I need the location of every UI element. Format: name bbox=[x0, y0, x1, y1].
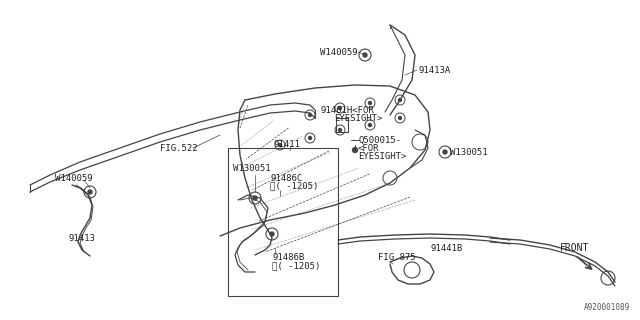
Text: 91461H<FOR: 91461H<FOR bbox=[320, 106, 374, 115]
Text: FIG.522: FIG.522 bbox=[160, 143, 198, 153]
Text: 91413A: 91413A bbox=[418, 66, 451, 75]
Bar bbox=[228, 148, 338, 296]
Text: EYESIGHT>: EYESIGHT> bbox=[358, 151, 406, 161]
Circle shape bbox=[339, 129, 342, 132]
Text: <FOR: <FOR bbox=[358, 143, 380, 153]
Text: A920001089: A920001089 bbox=[584, 303, 630, 312]
Circle shape bbox=[369, 101, 371, 105]
Circle shape bbox=[369, 124, 371, 126]
Text: 91413: 91413 bbox=[68, 234, 95, 243]
Circle shape bbox=[339, 107, 342, 109]
Circle shape bbox=[278, 143, 282, 147]
Text: EYESIGHT>: EYESIGHT> bbox=[334, 114, 382, 123]
Text: W140059: W140059 bbox=[320, 47, 358, 57]
Text: ※( -1205): ※( -1205) bbox=[272, 261, 321, 270]
Text: 91441B: 91441B bbox=[430, 244, 462, 252]
Circle shape bbox=[443, 150, 447, 154]
Circle shape bbox=[363, 53, 367, 57]
Circle shape bbox=[353, 148, 358, 153]
Circle shape bbox=[253, 196, 257, 200]
Circle shape bbox=[308, 137, 312, 140]
Text: ※( -1205): ※( -1205) bbox=[270, 181, 318, 190]
Text: FRONT: FRONT bbox=[560, 243, 589, 253]
Text: W130051: W130051 bbox=[450, 148, 488, 156]
Circle shape bbox=[270, 232, 274, 236]
Text: 91486B: 91486B bbox=[272, 253, 304, 262]
Text: FIG.875: FIG.875 bbox=[378, 253, 415, 262]
Text: 91411: 91411 bbox=[273, 140, 300, 148]
Text: W140059: W140059 bbox=[55, 173, 93, 182]
Text: 91486C: 91486C bbox=[270, 173, 302, 182]
Circle shape bbox=[399, 116, 401, 119]
Circle shape bbox=[308, 114, 312, 116]
Circle shape bbox=[399, 99, 401, 101]
Text: Q500015-: Q500015- bbox=[358, 135, 401, 145]
Text: W130051: W130051 bbox=[233, 164, 271, 172]
Circle shape bbox=[88, 190, 92, 194]
